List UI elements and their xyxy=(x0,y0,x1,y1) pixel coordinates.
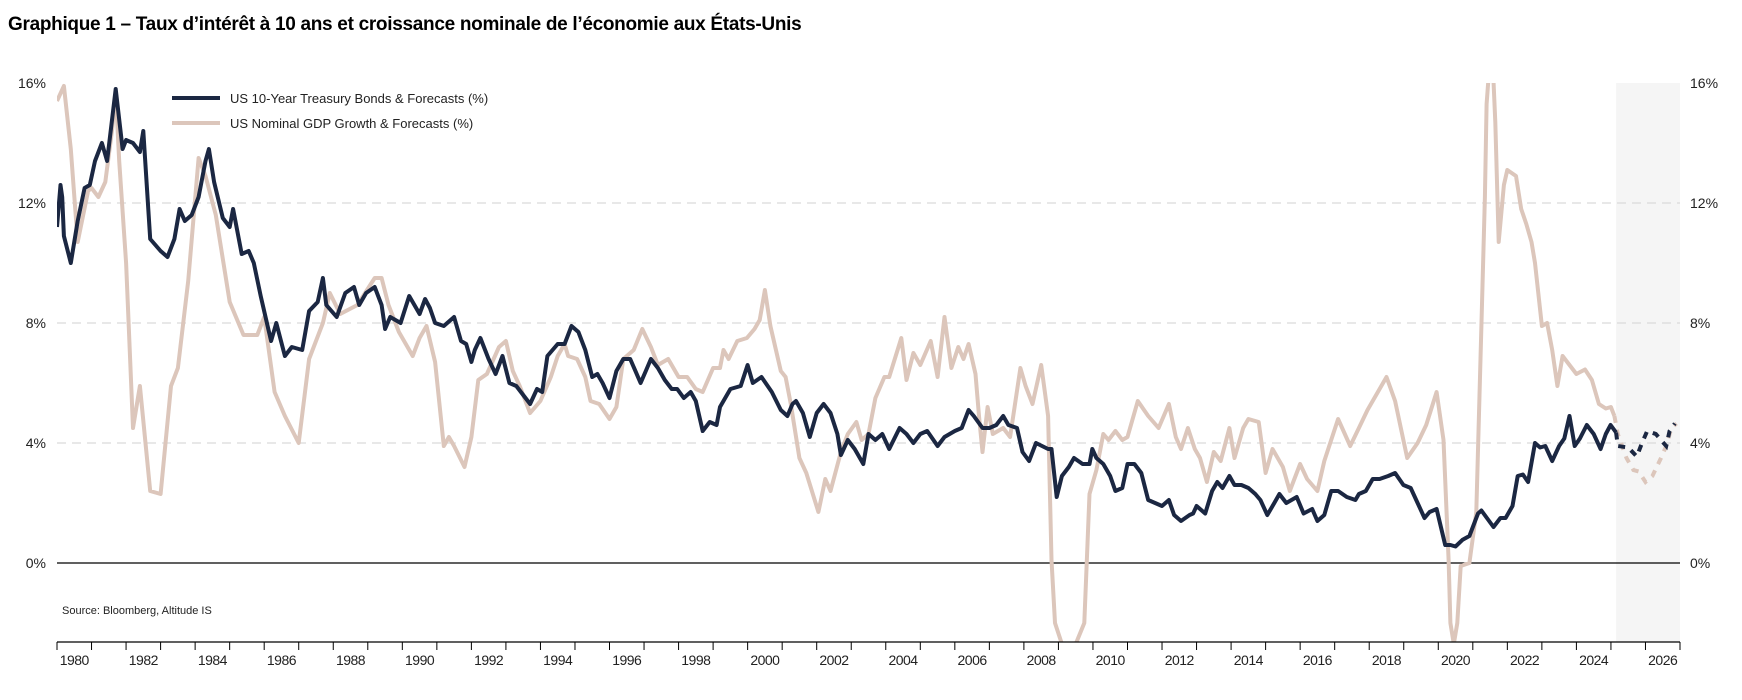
series-forecast-line-treasury xyxy=(1614,422,1677,461)
x-tick-label: 2024 xyxy=(1579,652,1609,668)
y-tick-label-left: 16% xyxy=(18,75,46,91)
y-tick-label-left: 0% xyxy=(26,555,46,571)
chart-title: Graphique 1 – Taux d’intérêt à 10 ans et… xyxy=(8,14,802,35)
x-tick-label: 1982 xyxy=(129,652,159,668)
y-tick-label-right: 8% xyxy=(1690,315,1710,331)
forecast-shaded-region xyxy=(1616,83,1680,642)
series-forecast-line-gdp xyxy=(1612,415,1678,486)
x-tick-label: 2004 xyxy=(888,652,918,668)
x-tick-label: 2010 xyxy=(1096,652,1126,668)
x-tick-label: 2022 xyxy=(1510,652,1540,668)
x-tick-label: 2018 xyxy=(1372,652,1402,668)
x-tick-label: 2012 xyxy=(1165,652,1195,668)
y-tick-label-left: 12% xyxy=(18,195,46,211)
x-tick-label: 1984 xyxy=(198,652,228,668)
x-tick-label: 2008 xyxy=(1027,652,1057,668)
x-tick-label: 1990 xyxy=(405,652,435,668)
x-tick-label: 1980 xyxy=(60,652,90,668)
legend-label-gdp: US Nominal GDP Growth & Forecasts (%) xyxy=(230,116,473,131)
x-tick-label: 2002 xyxy=(819,652,849,668)
source-note: Source: Bloomberg, Altitude IS xyxy=(62,605,212,617)
x-tick-label: 1994 xyxy=(543,652,573,668)
legend-label-treasury: US 10-Year Treasury Bonds & Forecasts (%… xyxy=(230,91,488,106)
x-tick-label: 1992 xyxy=(474,652,504,668)
y-tick-label-left: 4% xyxy=(26,435,46,451)
legend: US 10-Year Treasury Bonds & Forecasts (%… xyxy=(172,91,488,131)
x-tick-label: 2020 xyxy=(1441,652,1471,668)
x-tick-label: 1998 xyxy=(681,652,711,668)
x-tick-label: 2026 xyxy=(1648,652,1678,668)
y-tick-label-left: 8% xyxy=(26,315,46,331)
series-line-gdp xyxy=(57,83,1617,642)
y-tick-label-right: 12% xyxy=(1690,195,1718,211)
y-tick-label-right: 16% xyxy=(1690,75,1718,91)
x-tick-label: 1986 xyxy=(267,652,297,668)
x-tick-label: 2000 xyxy=(750,652,780,668)
x-tick-label: 2016 xyxy=(1303,652,1333,668)
series-line-treasury xyxy=(57,87,1618,549)
y-tick-label-right: 4% xyxy=(1690,435,1710,451)
x-tick-label: 2006 xyxy=(958,652,988,668)
x-tick-label: 1988 xyxy=(336,652,366,668)
x-tick-label: 2014 xyxy=(1234,652,1264,668)
x-tick-label: 1996 xyxy=(612,652,642,668)
y-tick-label-right: 0% xyxy=(1690,555,1710,571)
